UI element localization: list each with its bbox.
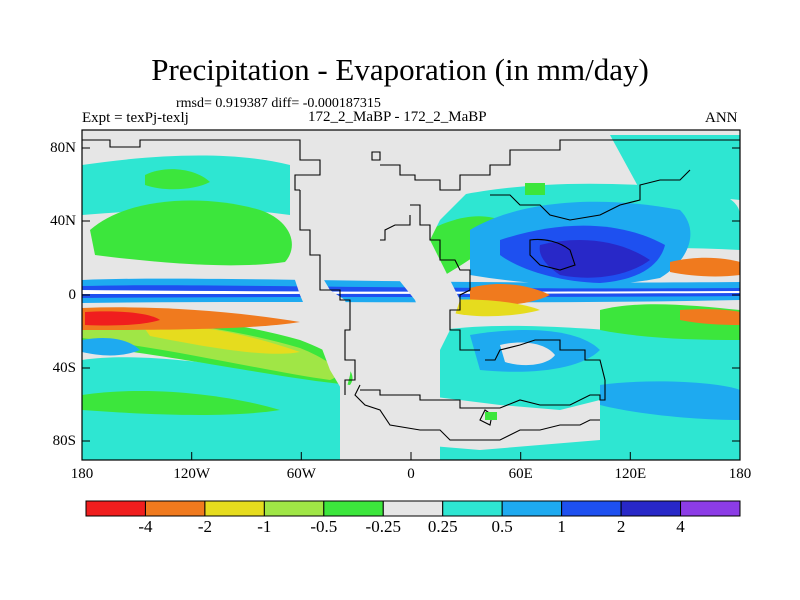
colorbar-box: [382, 500, 444, 517]
colorbar-label: -1: [257, 517, 272, 536]
case-label: 172_2_MaBP - 172_2_MaBP: [308, 109, 487, 125]
colorbar-box: [85, 500, 146, 517]
land-north-cap: [300, 130, 560, 170]
colorbar-box: [323, 500, 384, 517]
field-island-a: [525, 183, 545, 195]
lat-label-80s: 80S: [52, 433, 76, 449]
season-label: ANN: [705, 110, 738, 126]
lon-label-180e: 180: [728, 466, 752, 482]
field-green-north-pacific: [90, 200, 292, 266]
map-field: [82, 130, 740, 460]
colorbar-box: [561, 500, 622, 517]
colorbar-box: [204, 500, 265, 517]
colorbar-label: 0.25: [427, 517, 458, 536]
lat-label-80n: 80N: [50, 140, 76, 156]
field-east-cyan: [610, 135, 740, 200]
colorbar-label: -2: [197, 517, 212, 536]
land-australia: [500, 342, 555, 366]
colorbar-label: 4: [676, 517, 685, 536]
lat-label-40n: 40N: [50, 213, 76, 229]
colorbar-label: 0.5: [491, 517, 513, 536]
field-southern-blue: [600, 381, 740, 420]
colorbar-box: [144, 500, 206, 517]
field-green-far-south: [82, 390, 280, 415]
colorbar-label: -0.25: [365, 517, 401, 536]
colorbar-box: [442, 500, 503, 517]
field-south-atlantic-blue: [82, 338, 140, 356]
field-storm-track-core: [539, 240, 650, 278]
colorbar-box: [263, 500, 325, 517]
field-red-core: [85, 311, 160, 326]
lon-label-120w: 120W: [173, 466, 211, 482]
land-antarctica: [355, 395, 600, 450]
colorbar-box: [680, 500, 741, 517]
colorbar-label: 2: [616, 517, 626, 536]
colorbar-label: -4: [138, 517, 153, 536]
colorbar-label: -0.5: [310, 517, 338, 536]
lon-label-0: 0: [407, 466, 415, 482]
land-africa-eurasia: [380, 165, 470, 350]
field-yellow-tongue: [82, 318, 337, 380]
axis-ticks: [81, 147, 741, 460]
lat-label-0: 0: [68, 287, 77, 303]
field-red-east: [680, 309, 740, 325]
field-red-belt: [82, 307, 300, 330]
colorbar-box: [620, 500, 682, 517]
field-orange-tongue: [140, 322, 300, 354]
field-green-patch-1: [145, 169, 210, 190]
lat-label-40s: 40S: [52, 360, 76, 376]
stats-line: rmsd= 0.919387 diff= -0.000187315: [176, 96, 381, 111]
field-wpac-dry: [670, 257, 740, 277]
colorbar-box: [501, 500, 563, 517]
lon-label-60w: 60W: [286, 466, 316, 482]
field-indian-yellow: [450, 299, 540, 317]
lon-label-120e: 120E: [614, 466, 647, 482]
experiment-label: Expt = texPj-texlj: [82, 110, 189, 126]
coastlines: [82, 139, 740, 441]
lon-label-60e: 60E: [508, 466, 533, 482]
lon-label-180w: 180: [70, 466, 94, 482]
field-island-b: [485, 412, 497, 420]
page-title: Precipitation - Evaporation (in mm/day): [151, 52, 649, 87]
colorbar: [85, 500, 741, 517]
colorbar-label: 1: [557, 517, 566, 536]
land-americas: [290, 165, 380, 395]
field-indian-dry: [470, 284, 550, 306]
